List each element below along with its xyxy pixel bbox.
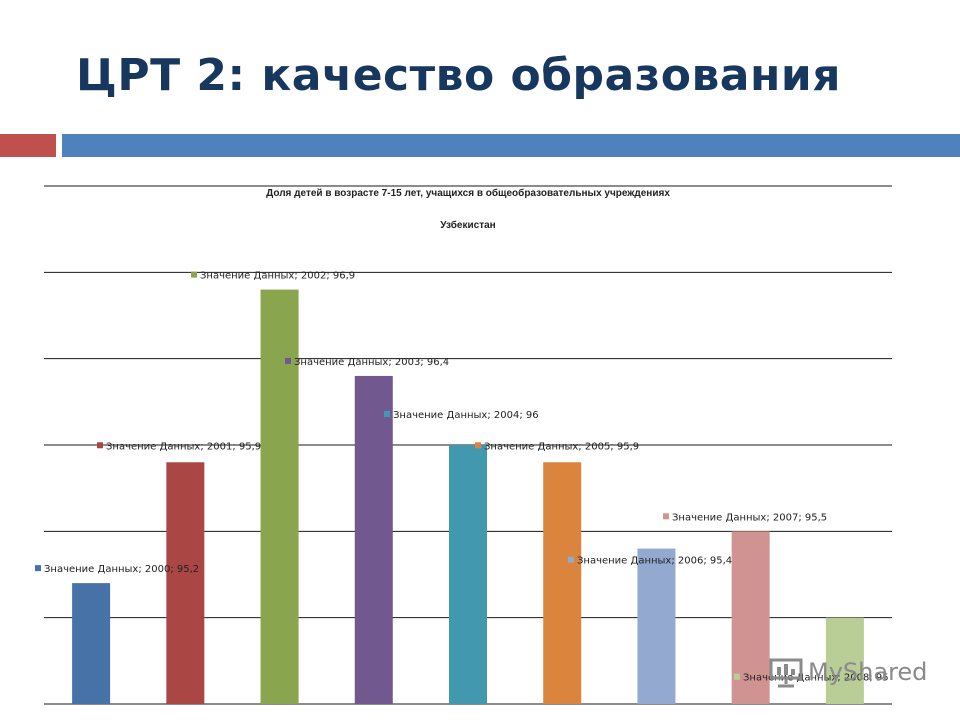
bar-2001 <box>166 462 205 704</box>
bar-2005 <box>543 462 582 704</box>
title-accent-bar <box>62 134 960 157</box>
data-label-marker <box>191 271 197 278</box>
watermark-text: MyShared <box>808 658 928 686</box>
data-label-marker <box>734 673 740 680</box>
chart-title: Доля детей в возрасте 7-15 лет, учащихся… <box>266 187 670 199</box>
data-label-marker <box>663 513 669 520</box>
bar-2006 <box>637 548 676 704</box>
bar-2003 <box>354 375 393 704</box>
watermark: MyShared <box>768 656 927 688</box>
data-label-2001: Значение Данных; 2001; 95,9 <box>106 441 261 452</box>
data-label-2003: Значение Данных; 2003; 96,4 <box>294 357 449 368</box>
chart-subtitle: Узбекистан <box>440 219 495 231</box>
title-accent-left <box>0 134 56 157</box>
data-labels: Значение Данных; 2000; 95,2 Значение Данн… <box>35 271 889 684</box>
bar-2000 <box>72 583 111 704</box>
data-label-marker <box>97 442 103 449</box>
data-label-marker <box>285 357 291 364</box>
data-label-marker <box>568 556 574 563</box>
slide-title: ЦРТ 2: качество образования <box>76 50 841 101</box>
data-label-marker <box>35 565 41 572</box>
bar-2004 <box>449 445 487 704</box>
bar-2008 <box>825 617 864 704</box>
data-label-2002: Значение Данных; 2002; 96,9 <box>200 271 355 282</box>
bars <box>72 289 864 704</box>
data-label-2004: Значение Данных; 2004; 96 <box>393 410 539 421</box>
data-label-2006: Значение Данных; 2006; 95,4 <box>577 556 732 567</box>
data-label-2005: Значение Данных; 2005; 95,9 <box>484 441 639 452</box>
presentation-icon <box>769 658 803 688</box>
data-label-2007: Значение Данных; 2007; 95,5 <box>672 512 827 523</box>
data-label-2000: Значение Данных; 2000; 95,2 <box>44 564 199 575</box>
data-label-marker <box>384 411 390 417</box>
bar-2002 <box>260 289 299 704</box>
data-label-marker <box>475 442 481 449</box>
data-label-2008: Значение Данных; 2008; 95 <box>743 673 889 684</box>
